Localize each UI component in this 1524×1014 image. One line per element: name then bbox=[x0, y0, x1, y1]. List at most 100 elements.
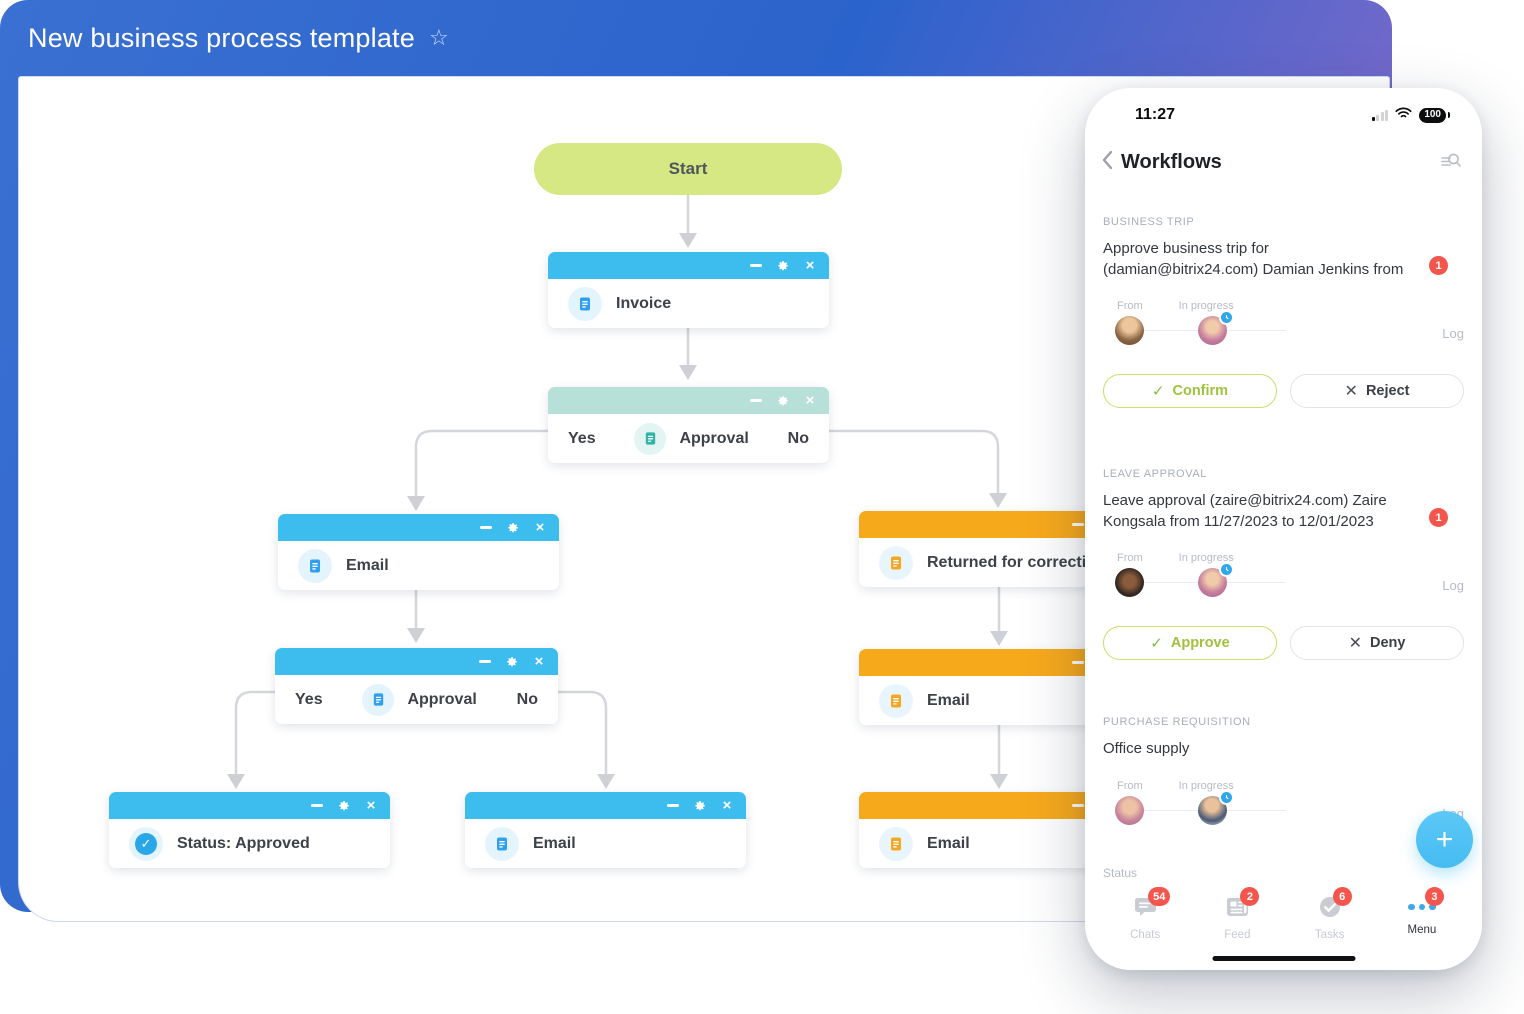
avatar[interactable] bbox=[1198, 790, 1234, 825]
document-icon bbox=[879, 826, 913, 861]
add-button[interactable]: + bbox=[1416, 811, 1473, 868]
node-label: Returned for correction bbox=[927, 553, 1106, 571]
node-titlebar: × bbox=[275, 648, 558, 675]
minimize-icon[interactable] bbox=[1071, 518, 1085, 532]
from-label: From bbox=[1117, 780, 1143, 792]
start-label: Start bbox=[668, 159, 708, 178]
node-label: Email bbox=[346, 556, 389, 574]
tab-badge: 3 bbox=[1424, 887, 1444, 906]
notification-badge: 1 bbox=[1429, 508, 1448, 527]
check-icon: ✓ bbox=[1150, 635, 1163, 652]
document-icon bbox=[634, 422, 667, 455]
flow-node-email-1[interactable]: × Email bbox=[278, 514, 559, 590]
check-icon: ✓ bbox=[1151, 383, 1165, 400]
branch-yes-label: Yes bbox=[568, 429, 596, 447]
minimize-icon[interactable] bbox=[749, 259, 763, 273]
minimize-icon[interactable] bbox=[1071, 799, 1085, 813]
node-titlebar: × bbox=[548, 252, 829, 279]
avatar[interactable] bbox=[1115, 568, 1144, 597]
close-icon[interactable]: × bbox=[805, 392, 815, 409]
gear-icon[interactable] bbox=[776, 259, 790, 273]
clock-badge-icon bbox=[1219, 310, 1234, 325]
minimize-icon[interactable] bbox=[749, 394, 763, 408]
node-label: Approval bbox=[679, 429, 749, 447]
minimize-icon[interactable] bbox=[479, 521, 493, 535]
minimize-icon[interactable] bbox=[666, 799, 680, 813]
in-progress-label: In progress bbox=[1178, 552, 1234, 564]
gear-icon[interactable] bbox=[506, 521, 520, 535]
document-icon bbox=[485, 826, 519, 861]
flow-node-invoice[interactable]: × Invoice bbox=[548, 252, 829, 328]
tab-tasks[interactable]: Tasks 6 bbox=[1295, 887, 1365, 970]
search-list-icon[interactable] bbox=[1440, 150, 1462, 175]
deny-button[interactable]: ✕ Deny bbox=[1290, 626, 1464, 660]
flow-node-approval-1[interactable]: × Yes Approval No bbox=[548, 387, 829, 463]
document-icon bbox=[879, 683, 913, 718]
gear-icon[interactable] bbox=[505, 655, 519, 669]
log-link[interactable]: Log bbox=[1442, 578, 1464, 593]
clock-time: 11:27 bbox=[1135, 106, 1176, 123]
approve-button[interactable]: ✓ Approve bbox=[1103, 626, 1277, 660]
flow-start-node[interactable]: Start bbox=[534, 143, 842, 195]
tab-chats[interactable]: Chats 54 bbox=[1110, 887, 1180, 970]
node-label: Invoice bbox=[616, 294, 672, 312]
battery-icon: 100 bbox=[1419, 107, 1446, 123]
close-icon[interactable]: × bbox=[722, 797, 732, 814]
editor-header: New business process template ☆ bbox=[0, 0, 1392, 76]
minimize-icon[interactable] bbox=[478, 655, 492, 669]
tab-badge: 6 bbox=[1332, 887, 1352, 906]
close-icon[interactable]: × bbox=[805, 257, 815, 274]
home-indicator[interactable] bbox=[1212, 956, 1355, 961]
flow-node-approval-2[interactable]: × Yes Approval No bbox=[275, 648, 558, 724]
notification-badge: 1 bbox=[1429, 256, 1448, 275]
check-circle-icon: ✓ bbox=[129, 826, 163, 861]
workflow-section-business-trip: BUSINESS TRIP Approve business trip for … bbox=[1103, 216, 1464, 426]
node-titlebar: × bbox=[278, 514, 559, 541]
gear-icon[interactable] bbox=[776, 394, 790, 408]
workflow-title[interactable]: Leave approval (zaire@bitrix24.com) Zair… bbox=[1103, 492, 1387, 530]
workflow-section-purchase-requisition: PURCHASE REQUISITION Office supply From … bbox=[1103, 716, 1464, 906]
tab-feed[interactable]: Feed 2 bbox=[1202, 887, 1272, 970]
minimize-icon[interactable] bbox=[310, 799, 324, 813]
status-bar: 11:27 100 bbox=[1085, 102, 1482, 128]
log-link[interactable]: Log bbox=[1442, 326, 1464, 341]
in-progress-label: In progress bbox=[1178, 300, 1234, 312]
node-label: Approval bbox=[407, 690, 477, 708]
tab-menu[interactable]: Menu 3 bbox=[1387, 887, 1457, 970]
x-icon: ✕ bbox=[1344, 383, 1358, 400]
back-chevron-icon[interactable] bbox=[1101, 150, 1113, 175]
confirm-button[interactable]: ✓ Confirm bbox=[1103, 374, 1277, 408]
flow-node-email-2[interactable]: × Email bbox=[465, 792, 746, 868]
from-label: From bbox=[1117, 552, 1143, 564]
gear-icon[interactable] bbox=[337, 799, 351, 813]
reject-button[interactable]: ✕ Reject bbox=[1290, 374, 1464, 408]
favorite-star-icon[interactable]: ☆ bbox=[428, 25, 449, 50]
workflow-title[interactable]: Approve business trip for (damian@bitrix… bbox=[1103, 240, 1404, 278]
flow-node-status-approved[interactable]: × ✓ Status: Approved bbox=[109, 792, 390, 868]
section-label: LEAVE APPROVAL bbox=[1103, 468, 1207, 480]
tab-badge: 54 bbox=[1148, 887, 1171, 906]
avatar[interactable] bbox=[1198, 310, 1234, 345]
node-titlebar: × bbox=[548, 387, 829, 414]
status-label: Status bbox=[1103, 866, 1138, 880]
close-icon[interactable]: × bbox=[534, 653, 544, 670]
node-titlebar: × bbox=[109, 792, 390, 819]
workflow-section-leave-approval: LEAVE APPROVAL Leave approval (zaire@bit… bbox=[1103, 468, 1464, 678]
tab-badge: 2 bbox=[1240, 887, 1260, 906]
node-label: Status: Approved bbox=[177, 834, 310, 852]
gear-icon[interactable] bbox=[693, 799, 707, 813]
document-icon bbox=[298, 548, 332, 583]
menu-dots-icon bbox=[1408, 895, 1436, 919]
close-icon[interactable]: × bbox=[366, 797, 376, 814]
document-icon bbox=[362, 683, 395, 716]
avatar[interactable] bbox=[1115, 796, 1144, 825]
minimize-icon[interactable] bbox=[1071, 656, 1085, 670]
workflow-title[interactable]: Office supply bbox=[1103, 740, 1190, 757]
close-icon[interactable]: × bbox=[535, 519, 545, 536]
clock-badge-icon bbox=[1219, 790, 1234, 805]
wifi-icon bbox=[1395, 106, 1412, 124]
screen-title: Workflows bbox=[1121, 150, 1222, 173]
avatar[interactable] bbox=[1115, 316, 1144, 345]
avatar[interactable] bbox=[1198, 562, 1234, 597]
